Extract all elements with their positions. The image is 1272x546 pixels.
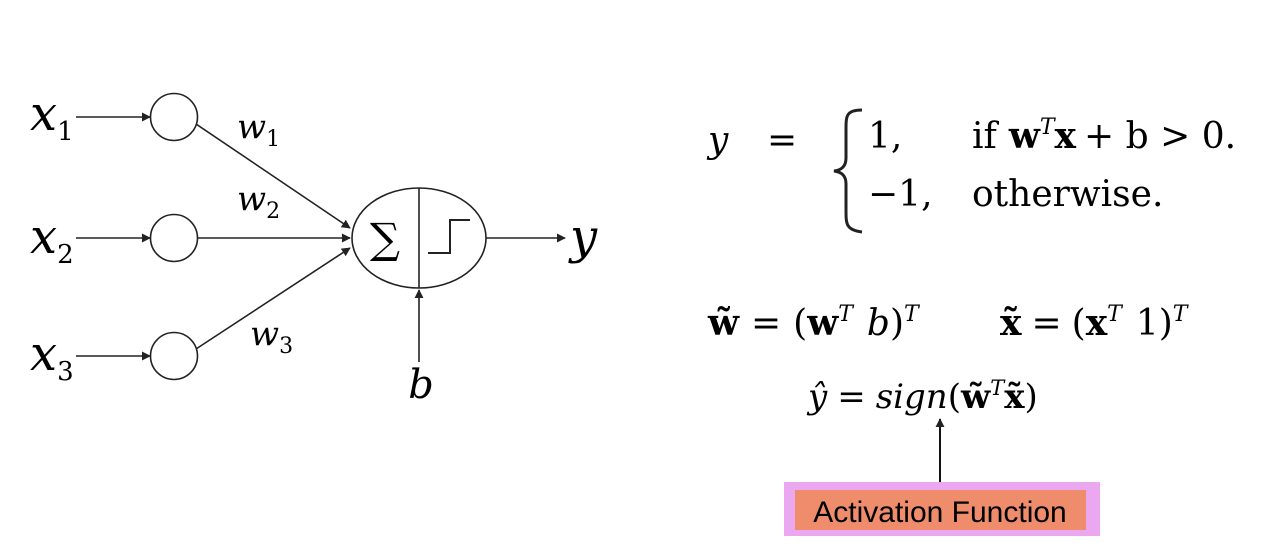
input-x2-label: x2 [30,209,74,270]
perceptron-diagram: x1 x2 x3 w1 w2 w3 [30,86,598,408]
weight-w1-label: w1 [237,107,280,152]
piecewise-equals: = [767,120,797,161]
case2-value: −1, [868,174,933,215]
weight-w3-subscript: 3 [279,334,293,359]
x-tilde-equation: x̃ = (xT 1)T [1000,302,1190,344]
case1-value: 1, [868,116,902,157]
activation-label-text: Activation Function [813,496,1066,529]
piecewise-brace [833,108,863,234]
case2-condition: otherwise. [972,174,1163,215]
piecewise-lhs: y [706,120,729,161]
input-node-2 [149,213,199,263]
input-node-3 [149,331,199,381]
y-hat-equation: ŷ = sign(w̃Tx̃) [806,376,1038,417]
weight-w2-label: w2 [237,179,280,224]
step-function-icon [428,219,470,254]
piecewise-equation: y = 1, if wTx + b > 0. −1, otherwise. [706,108,1236,234]
summation-symbol: ∑ [370,214,400,263]
input-x3-subscript: 3 [57,357,74,387]
neuron-unit: ∑ [351,187,487,289]
weight-connection-1 [195,123,351,229]
activation-function-label: Activation Function [784,482,1100,536]
bias-label: b [408,362,434,408]
output-y-label: y [568,209,598,265]
weight-w1-subscript: 1 [266,127,280,152]
input-x2-subscript: 2 [57,240,74,270]
weight-w2-subscript: 2 [266,199,280,224]
weight-w3-label: w3 [250,314,293,359]
equations: y = 1, if wTx + b > 0. −1, otherwise. w̃ =(… [706,108,1236,536]
w-tilde-equation: w̃ = (wT b)T [707,302,921,344]
case1-condition: if wTx + b > 0. [972,115,1236,157]
activation-label-fill [795,490,1086,530]
weight-connection-3 [195,247,351,350]
input-node-1 [149,92,199,142]
input-x1-label: x1 [30,86,74,147]
input-x3-label: x3 [30,326,74,387]
input-x1-subscript: 1 [57,117,74,147]
